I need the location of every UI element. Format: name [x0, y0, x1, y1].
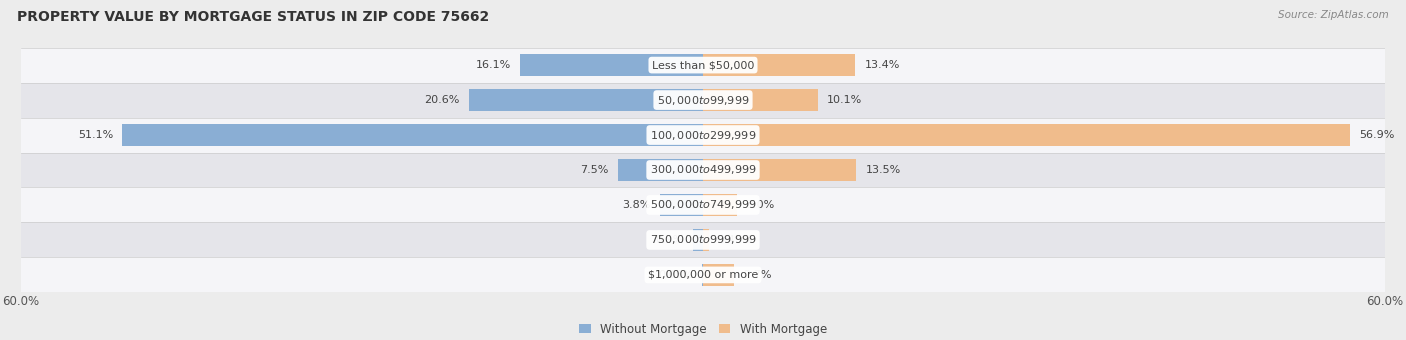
Text: 0.49%: 0.49%: [717, 235, 754, 245]
Text: 13.4%: 13.4%: [865, 60, 900, 70]
Text: 10.1%: 10.1%: [827, 95, 862, 105]
Text: 2.7%: 2.7%: [742, 270, 772, 280]
Text: 7.5%: 7.5%: [581, 165, 609, 175]
Bar: [693, 229, 703, 251]
Text: 0.9%: 0.9%: [655, 235, 683, 245]
Bar: [21, 118, 1385, 153]
Text: 13.5%: 13.5%: [866, 165, 901, 175]
Text: PROPERTY VALUE BY MORTGAGE STATUS IN ZIP CODE 75662: PROPERTY VALUE BY MORTGAGE STATUS IN ZIP…: [17, 10, 489, 24]
Bar: [21, 48, 1385, 83]
Bar: [703, 124, 1350, 146]
Text: 16.1%: 16.1%: [475, 60, 510, 70]
Bar: [21, 153, 1385, 187]
Bar: [703, 89, 818, 111]
Bar: [703, 264, 734, 286]
Text: $1,000,000 or more: $1,000,000 or more: [648, 270, 758, 280]
Bar: [468, 89, 703, 111]
Bar: [703, 194, 737, 216]
Legend: Without Mortgage, With Mortgage: Without Mortgage, With Mortgage: [574, 318, 832, 340]
Bar: [122, 124, 703, 146]
Text: 51.1%: 51.1%: [77, 130, 112, 140]
Bar: [703, 159, 856, 181]
Text: 56.9%: 56.9%: [1358, 130, 1395, 140]
Bar: [21, 257, 1385, 292]
Bar: [617, 159, 703, 181]
Bar: [21, 187, 1385, 222]
Text: $300,000 to $499,999: $300,000 to $499,999: [650, 164, 756, 176]
Bar: [703, 54, 855, 76]
Bar: [520, 54, 703, 76]
Bar: [703, 229, 709, 251]
Text: $750,000 to $999,999: $750,000 to $999,999: [650, 234, 756, 246]
Text: 3.0%: 3.0%: [747, 200, 775, 210]
Bar: [21, 83, 1385, 118]
Text: 0.05%: 0.05%: [658, 270, 693, 280]
Text: 20.6%: 20.6%: [425, 95, 460, 105]
Bar: [659, 194, 703, 216]
Text: Less than $50,000: Less than $50,000: [652, 60, 754, 70]
Text: Source: ZipAtlas.com: Source: ZipAtlas.com: [1278, 10, 1389, 20]
Text: $500,000 to $749,999: $500,000 to $749,999: [650, 199, 756, 211]
Text: $50,000 to $99,999: $50,000 to $99,999: [657, 94, 749, 106]
Text: 3.8%: 3.8%: [623, 200, 651, 210]
Text: $100,000 to $299,999: $100,000 to $299,999: [650, 129, 756, 141]
Bar: [21, 222, 1385, 257]
